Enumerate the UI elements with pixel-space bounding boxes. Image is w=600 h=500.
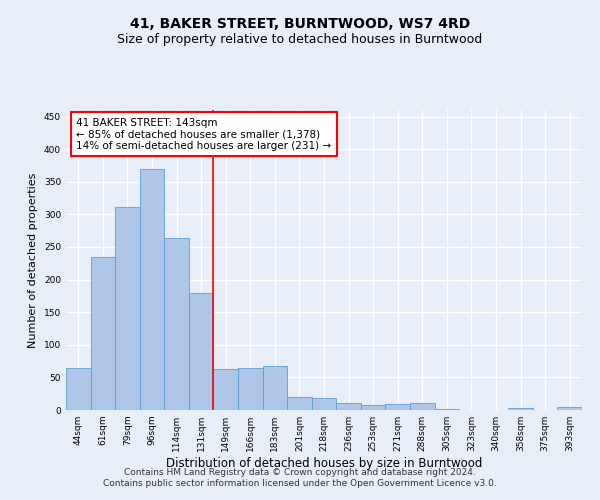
Bar [214,369,238,410]
Bar [410,404,434,410]
Text: Contains HM Land Registry data © Crown copyright and database right 2024.
Contai: Contains HM Land Registry data © Crown c… [103,468,497,487]
Bar [91,258,115,410]
Bar [189,292,214,410]
Bar [434,408,459,410]
Text: 41, BAKER STREET, BURNTWOOD, WS7 4RD: 41, BAKER STREET, BURNTWOOD, WS7 4RD [130,18,470,32]
Bar [312,398,336,410]
Bar [115,206,140,410]
Bar [557,408,582,410]
Bar [336,404,361,410]
Bar [508,408,533,410]
Text: 41 BAKER STREET: 143sqm
← 85% of detached houses are smaller (1,378)
14% of semi: 41 BAKER STREET: 143sqm ← 85% of detache… [76,118,331,150]
Bar [164,238,189,410]
Bar [140,168,164,410]
Bar [385,404,410,410]
Bar [66,368,91,410]
Text: Size of property relative to detached houses in Burntwood: Size of property relative to detached ho… [118,32,482,46]
Bar [287,397,312,410]
Y-axis label: Number of detached properties: Number of detached properties [28,172,38,348]
X-axis label: Distribution of detached houses by size in Burntwood: Distribution of detached houses by size … [166,457,482,470]
Bar [238,368,263,410]
Bar [263,366,287,410]
Bar [361,406,385,410]
